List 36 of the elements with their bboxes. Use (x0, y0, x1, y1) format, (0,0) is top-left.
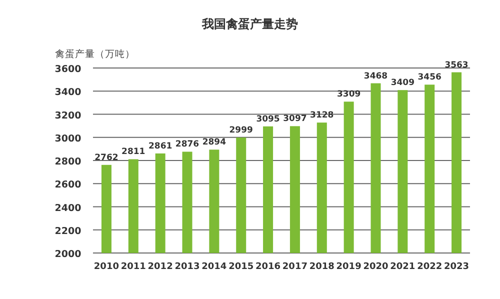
x-tick-label: 2021 (390, 262, 416, 272)
y-tick-label: 2400 (54, 202, 82, 214)
x-tick-label: 2014 (202, 262, 227, 272)
x-tick-label: 2011 (120, 262, 146, 272)
x-tick-label: 2010 (94, 262, 119, 272)
x-tick-label: 2017 (282, 262, 308, 272)
x-tick-label: 2022 (417, 262, 442, 272)
y-tick-label: 2600 (54, 180, 82, 191)
x-tick-label: 2015 (228, 262, 254, 272)
y-tick-label: 2000 (54, 249, 82, 260)
y-tick-label: 3600 (54, 64, 82, 75)
data-label: 2811 (122, 147, 146, 158)
data-label: 3097 (283, 114, 307, 124)
x-tick-label: 2019 (336, 262, 362, 272)
x-tick-label: 2016 (256, 262, 281, 272)
x-tick-label: 2012 (148, 262, 173, 272)
x-tick-label: 2023 (444, 262, 470, 272)
x-tick-label: 2013 (174, 262, 200, 272)
y-tick-label: 3400 (54, 87, 82, 98)
data-label: 3456 (418, 72, 442, 83)
x-tick-label: 2018 (309, 262, 334, 272)
y-axis-title: 禽蛋产量（万吨） (55, 48, 135, 60)
y-tick-label: 2800 (54, 156, 82, 168)
data-label: 2999 (229, 125, 254, 136)
chart-title: 我国禽蛋产量走势 (201, 17, 298, 31)
y-tick-label: 3200 (54, 110, 82, 122)
data-label: 3409 (390, 78, 415, 88)
x-tick-label: 2020 (363, 262, 388, 272)
data-label: 2861 (148, 141, 172, 152)
y-tick-label: 2200 (54, 226, 82, 237)
y-tick-label: 3000 (54, 133, 82, 144)
data-label: 3309 (336, 90, 361, 100)
data-label: 2894 (202, 138, 226, 148)
data-label: 2876 (175, 140, 200, 150)
data-label: 3468 (364, 71, 388, 82)
data-label: 3095 (256, 114, 280, 124)
